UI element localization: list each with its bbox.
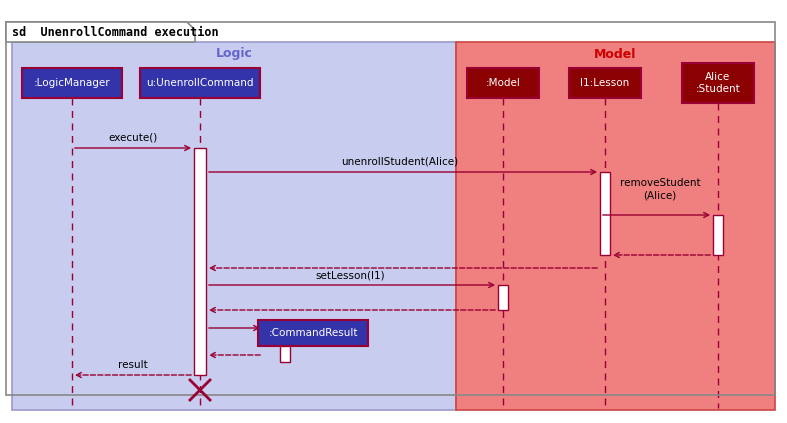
Text: :LogicManager: :LogicManager xyxy=(34,78,110,88)
Text: l1:Lesson: l1:Lesson xyxy=(580,78,630,88)
Bar xyxy=(6,22,775,395)
Bar xyxy=(569,68,641,98)
Bar xyxy=(498,285,508,310)
Text: setLesson(l1): setLesson(l1) xyxy=(315,270,385,280)
Text: Logic: Logic xyxy=(216,47,253,60)
Text: :CommandResult: :CommandResult xyxy=(268,328,358,338)
Bar xyxy=(456,42,775,410)
Text: unenrollStudent(Alice): unenrollStudent(Alice) xyxy=(342,157,459,167)
Text: Model: Model xyxy=(594,47,637,60)
Bar xyxy=(258,320,368,346)
Polygon shape xyxy=(6,22,195,42)
Bar xyxy=(194,148,206,375)
Text: Alice
:Student: Alice :Student xyxy=(696,72,741,94)
Bar xyxy=(280,346,290,362)
Bar xyxy=(600,172,610,255)
Text: sd  UnenrollCommand execution: sd UnenrollCommand execution xyxy=(12,25,219,38)
Bar xyxy=(140,68,260,98)
Bar xyxy=(682,63,754,103)
Text: result: result xyxy=(118,360,148,370)
Bar xyxy=(467,68,539,98)
Text: execute(): execute() xyxy=(109,133,157,143)
Text: removeStudent
(Alice): removeStudent (Alice) xyxy=(619,179,700,200)
Bar xyxy=(12,42,456,410)
Bar xyxy=(22,68,122,98)
Text: u:UnenrollCommand: u:UnenrollCommand xyxy=(146,78,253,88)
Bar xyxy=(713,215,723,255)
Text: :Model: :Model xyxy=(486,78,520,88)
